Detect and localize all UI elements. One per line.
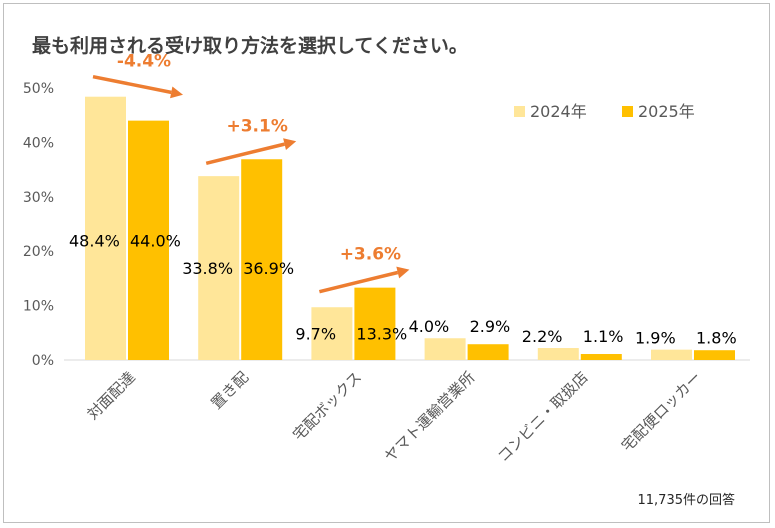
bar-2025年-コンビニ・取扱店: [580, 354, 622, 360]
change-arrow: +3.1%: [205, 116, 297, 165]
data-labels: 48.4% 44.0%33.8% 36.9% 9.7% 13.3% 4.0% 2.9% 2.2…: [69, 231, 737, 347]
data-label-2025: 44.0%: [130, 231, 181, 250]
y-tick-label: 50%: [23, 81, 54, 97]
legend: 2024年 2025年: [514, 102, 695, 121]
y-axis: 0% 10% 20% 30% 40% 50%: [23, 81, 54, 369]
bar-chart: 最も利用される受け取り方法を選択してください。 0% 10% 20% 30% 40% 50…: [23, 34, 750, 508]
change-label: +3.6%: [340, 245, 401, 265]
bar-2025年-宅配便ロッカー: [694, 350, 735, 360]
footnote: 11,735件の回答: [638, 492, 736, 508]
x-tick-label: 対面配達: [84, 368, 139, 423]
y-tick-label: 0%: [32, 353, 54, 369]
change-arrow: -4.4%: [92, 52, 183, 99]
x-tick-label: 宅配便ロッカー: [618, 368, 705, 455]
x-tick-label: 宅配ボックス: [289, 368, 365, 444]
bar-2025年-ヤマト運輸営業所: [467, 344, 509, 360]
data-label-2025: 36.9%: [243, 259, 294, 278]
bar-2024年-コンビニ・取扱店: [537, 348, 579, 360]
data-label-2024: 2.2%: [522, 327, 563, 346]
bar-2025年-対面配達: [128, 120, 169, 360]
x-axis-categories: 対面配達 置き配 宅配ボックス ヤマト運輸営業所 コンビニ・取扱店 宅配便ロッカー: [84, 368, 705, 466]
data-label-2024: 9.7%: [295, 325, 336, 344]
change-label: +3.1%: [226, 116, 287, 136]
bar-2025年-宅配ボックス: [354, 287, 396, 360]
legend-swatch-2024: [514, 106, 525, 117]
bars: [85, 96, 735, 360]
y-tick-label: 10%: [23, 299, 54, 315]
change-annotations: -4.4% +3.1% +3.6%: [92, 52, 410, 294]
legend-label-2024: 2024年: [530, 102, 587, 121]
x-tick-label: 置き配: [207, 368, 252, 413]
data-label-2025: 1.1%: [583, 327, 624, 346]
bar-2024年-対面配達: [85, 96, 126, 360]
change-label: -4.4%: [117, 52, 171, 72]
bar-2025年-置き配: [241, 159, 283, 360]
chart-title: 最も利用される受け取り方法を選択してください。: [32, 34, 468, 57]
x-tick-label: コンビニ・取扱店: [494, 368, 592, 466]
data-label-2025: 2.9%: [470, 317, 511, 336]
data-label-2024: 4.0%: [409, 317, 450, 336]
bar-2024年-置き配: [198, 176, 240, 360]
y-tick-label: 30%: [23, 190, 54, 206]
bar-2024年-ヤマト運輸営業所: [424, 338, 466, 360]
data-label-2025: 1.8%: [696, 329, 737, 348]
data-label-2024: 33.8%: [182, 259, 233, 278]
bar-2024年-宅配ボックス: [311, 307, 353, 360]
change-arrow: +3.6%: [318, 245, 410, 294]
data-label-2025: 13.3%: [356, 325, 407, 344]
legend-swatch-2025: [622, 106, 633, 117]
data-label-2024: 1.9%: [635, 329, 676, 348]
chart-frame: 最も利用される受け取り方法を選択してください。 0% 10% 20% 30% 40% 50…: [3, 3, 770, 523]
bar-2024年-宅配便ロッカー: [651, 349, 692, 360]
legend-label-2025: 2025年: [638, 102, 695, 121]
x-tick-label: ヤマト運輸営業所: [381, 368, 479, 466]
y-tick-label: 20%: [23, 244, 54, 260]
data-label-2024: 48.4%: [69, 231, 120, 250]
y-tick-label: 40%: [23, 135, 54, 151]
